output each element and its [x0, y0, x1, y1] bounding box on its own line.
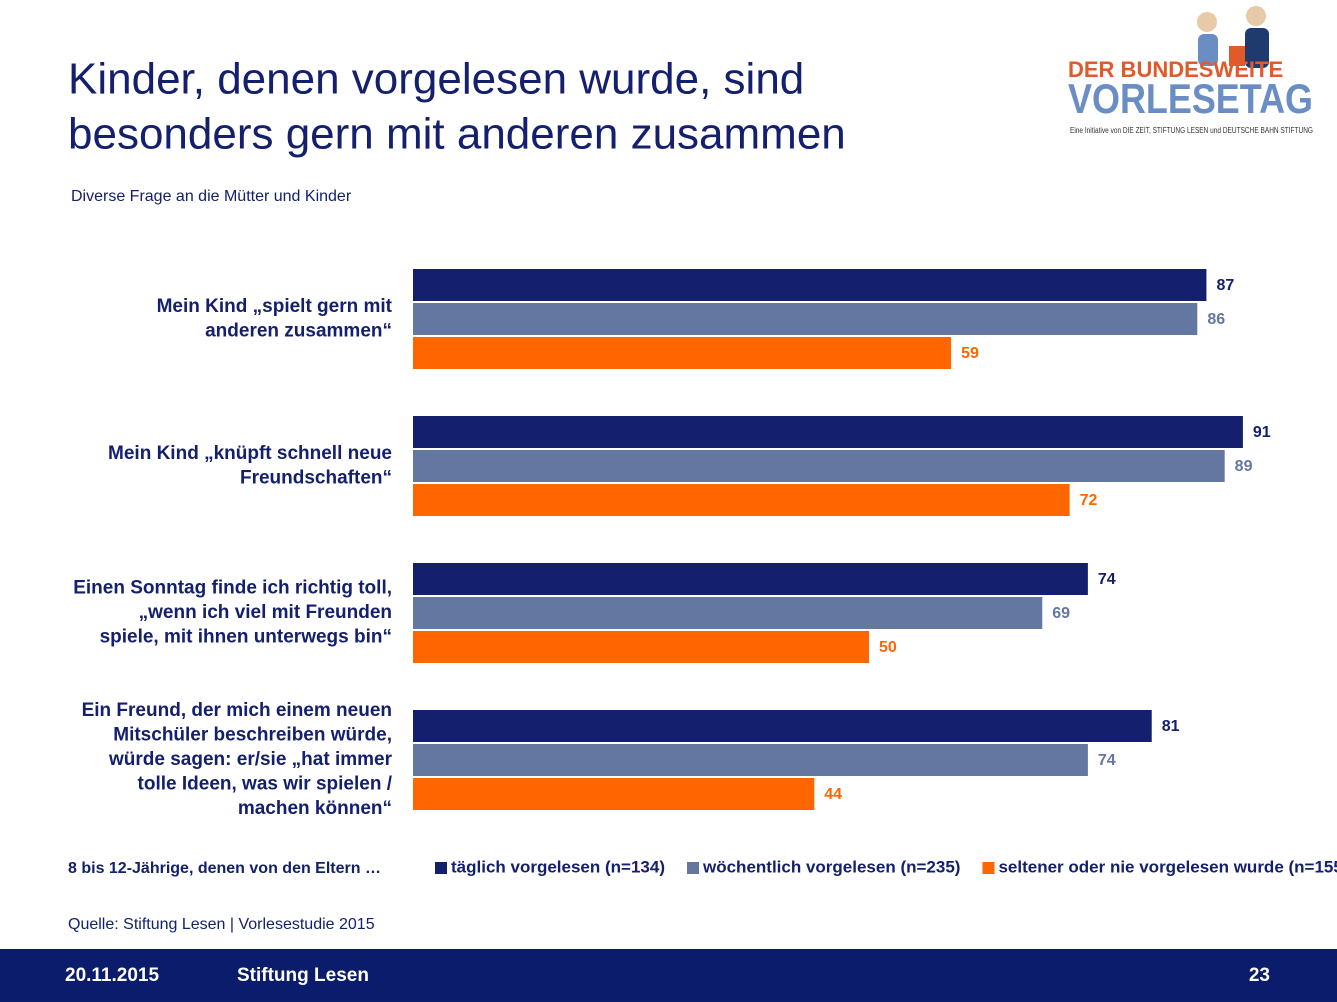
category-label: Mein Kind „spielt gern mit [157, 296, 393, 317]
logo-line1: DER BUNDESWEITE [1068, 57, 1283, 82]
legend-swatch [435, 862, 447, 874]
logo-book [1229, 46, 1245, 66]
bar [413, 484, 1070, 516]
value-label: 74 [1098, 752, 1116, 769]
category-label: würde sagen: er/sie „hat immer [108, 749, 393, 770]
category-label: Freundschaften“ [240, 467, 392, 488]
bar [413, 337, 952, 369]
value-label: 81 [1162, 718, 1180, 735]
logo-figure [1245, 28, 1269, 68]
source: Quelle: Stiftung Lesen | Vorlesestudie 2… [68, 916, 375, 933]
category-label: „wenn ich viel mit Freunden [139, 602, 392, 623]
bar [413, 597, 1043, 629]
value-label: 86 [1207, 311, 1225, 328]
value-label: 59 [961, 345, 979, 362]
logo-line2: VORLESETAG [1068, 75, 1313, 122]
legend-swatch [687, 862, 699, 874]
bar [413, 563, 1088, 595]
title: Kinder, denen vorgelesen wurde, sind [68, 55, 804, 104]
legend-swatch [982, 862, 995, 874]
bar [413, 744, 1088, 776]
title: besonders gern mit anderen zusammen [68, 110, 846, 159]
category-label: Mein Kind „knüpft schnell neue [108, 443, 392, 464]
value-label: 87 [1216, 277, 1234, 294]
category-label: Ein Freund, der mich einem neuen [82, 700, 392, 721]
value-label: 50 [879, 639, 897, 656]
footer-date: 20.11.2015 [65, 965, 159, 986]
bar [413, 710, 1152, 742]
value-label: 72 [1080, 492, 1098, 509]
category-label: Einen Sonntag finde ich richtig toll, [73, 578, 392, 599]
footer-organization: Stiftung Lesen [237, 965, 369, 986]
category-label: spiele, mit ihnen unterwegs bin“ [100, 627, 392, 648]
value-label: 44 [824, 786, 842, 803]
footer-bar [0, 949, 1337, 1002]
bar [413, 631, 869, 663]
bar [413, 303, 1198, 335]
logo-figure [1246, 6, 1266, 26]
logo-figure [1197, 12, 1217, 32]
value-label: 91 [1253, 424, 1271, 441]
value-label: 74 [1098, 571, 1116, 588]
value-label: 69 [1052, 605, 1070, 622]
subtitle: Diverse Frage an die Mütter und Kinder [71, 188, 352, 205]
legend-label: täglich vorgelesen (n=134) [451, 857, 665, 876]
category-label: Mitschüler beschreiben würde, [113, 725, 392, 746]
bar [413, 416, 1243, 448]
bar [413, 450, 1225, 482]
logo: DER BUNDESWEITE VORLESETAG Eine Initiati… [1068, 6, 1313, 135]
legend-label: seltener oder nie vorgelesen wurde (n=15… [998, 857, 1337, 876]
bar [413, 778, 815, 810]
category-label: machen können“ [238, 798, 392, 819]
logo-line3: Eine Initiative von DIE ZEIT, STIFTUNG L… [1070, 126, 1313, 135]
value-label: 89 [1235, 458, 1253, 475]
legend-title: 8 bis 12-Jährige, denen von den Eltern … [68, 860, 381, 877]
legend-label: wöchentlich vorgelesen (n=235) [702, 857, 960, 876]
page-number: 23 [1249, 965, 1270, 986]
category-label: tolle Ideen, was wir spielen / [138, 774, 393, 795]
category-label: anderen zusammen“ [205, 320, 392, 341]
bar [413, 269, 1207, 301]
logo-figure [1198, 34, 1218, 66]
